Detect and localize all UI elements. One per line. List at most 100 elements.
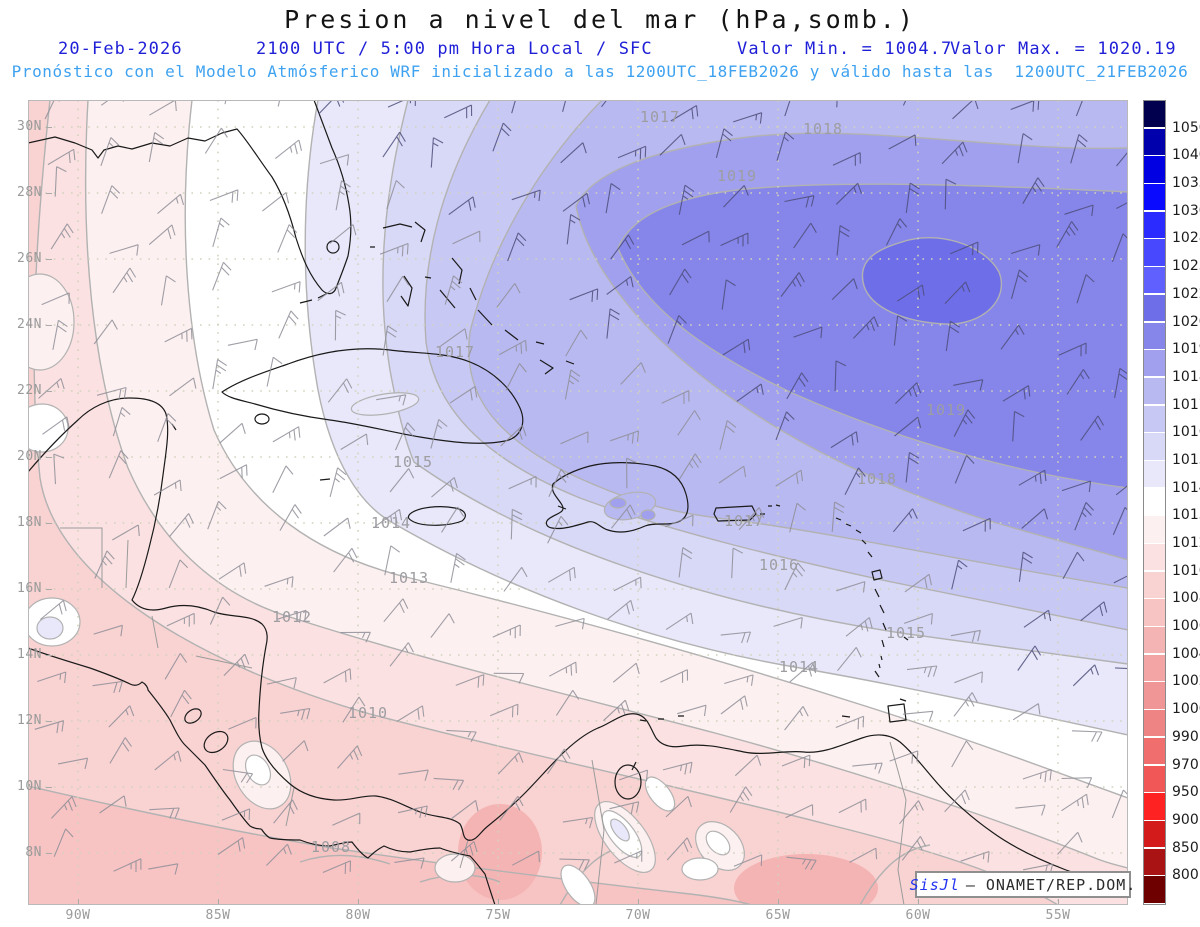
wind-barb xyxy=(678,547,693,578)
wind-barb xyxy=(836,100,838,108)
wind-barb xyxy=(112,406,131,437)
isobar-label-1017: 1017 xyxy=(434,343,476,361)
wind-barb xyxy=(902,710,934,722)
page-title: Presion a nivel del mar (hPa,somb.) xyxy=(284,5,916,34)
isobar-label-1018: 1018 xyxy=(802,120,844,138)
wind-barb xyxy=(905,182,920,213)
wind-barb xyxy=(376,394,407,406)
lat-axis-label: 26N xyxy=(17,251,42,266)
lon-axis-tick xyxy=(498,899,499,904)
isobar-label-1018: 1018 xyxy=(856,470,898,488)
wind-barb xyxy=(1080,415,1104,441)
pressure-shading-bands xyxy=(28,100,1128,905)
wind-barb xyxy=(845,617,873,637)
wind-barb xyxy=(678,453,702,480)
isobar-label-1019: 1019 xyxy=(716,167,758,185)
wind-barb xyxy=(780,272,805,297)
wind-barb xyxy=(505,363,527,391)
wind-barb xyxy=(169,377,197,397)
colorbar-tick-label: 1040 xyxy=(1172,147,1200,164)
lat-axis-tick xyxy=(46,853,52,854)
lat-axis-tick xyxy=(46,655,52,656)
wind-barb xyxy=(217,837,246,855)
wind-barb xyxy=(950,241,979,256)
wind-barb xyxy=(452,230,481,245)
wind-barb xyxy=(892,508,918,533)
wind-barb xyxy=(455,674,485,688)
lon-axis-label: 65W xyxy=(765,908,791,923)
wind-barb xyxy=(831,278,858,300)
lon-axis-tick xyxy=(78,899,79,904)
wind-barb xyxy=(277,609,307,623)
isobar-contour-lines xyxy=(28,100,1128,905)
wind-barb xyxy=(1066,369,1090,395)
wind-barb xyxy=(1111,233,1128,262)
wind-barb xyxy=(440,328,468,347)
wind-barb xyxy=(1064,204,1094,217)
lon-axis-label: 85W xyxy=(205,908,231,923)
wind-barb xyxy=(837,647,862,672)
wind-barb xyxy=(327,378,353,403)
wind-barb xyxy=(262,192,290,212)
lon-axis-label: 60W xyxy=(905,908,931,923)
isobar-label-1017: 1017 xyxy=(639,108,681,126)
colorbar-segment xyxy=(1144,876,1165,903)
wind-barb xyxy=(953,379,984,391)
isobar-label-1008: 1008 xyxy=(310,838,352,856)
wind-barb xyxy=(893,315,908,346)
wind-barb xyxy=(954,671,983,684)
colorbar-tick-label: 900 xyxy=(1172,811,1199,828)
wind-barb xyxy=(212,359,228,390)
wind-barb xyxy=(433,777,465,791)
wind-barb xyxy=(228,716,257,730)
wind-barb xyxy=(661,390,690,404)
colorbar-tick-label: 1035 xyxy=(1172,175,1200,192)
wind-barb xyxy=(619,769,649,782)
wind-barb xyxy=(100,100,124,106)
colorbar-segment xyxy=(1144,820,1165,848)
wind-barb xyxy=(278,310,299,339)
wind-barb xyxy=(333,547,358,573)
wind-barb xyxy=(793,222,817,249)
wind-barb xyxy=(835,182,863,205)
wind-barb xyxy=(786,856,817,871)
wind-barb xyxy=(665,612,694,631)
wind-barb xyxy=(660,669,689,683)
wind-barb xyxy=(1061,793,1089,812)
wind-barb xyxy=(785,804,814,819)
wind-barb xyxy=(204,127,228,154)
wind-barb xyxy=(844,467,866,495)
wind-barb xyxy=(1075,100,1084,117)
wind-barb xyxy=(547,566,576,583)
colorbar-segment xyxy=(1144,627,1165,654)
value-min-label: Valor Min. = 1004.7 xyxy=(737,39,953,59)
wind-barb xyxy=(282,740,309,762)
wind-barb xyxy=(510,508,523,540)
wind-barb xyxy=(835,715,865,730)
wind-barb xyxy=(720,232,749,247)
wind-barb xyxy=(332,812,361,826)
wind-barb xyxy=(852,762,883,774)
wind-barb xyxy=(508,475,537,490)
wind-barb xyxy=(450,841,478,862)
colorbar-tick-label: 1015 xyxy=(1172,451,1200,468)
wind-barb xyxy=(944,281,971,304)
wind-barb xyxy=(272,426,301,443)
attribution-org: — ONAMET/REP.DOM. xyxy=(965,875,1137,894)
wind-barb xyxy=(666,837,693,861)
lat-axis-label: 14N xyxy=(17,647,42,662)
pressure-colorbar xyxy=(1143,100,1166,905)
wind-barb xyxy=(34,720,65,734)
wind-barb xyxy=(397,805,428,819)
wind-barb xyxy=(662,761,693,775)
lat-axis-tick xyxy=(46,127,52,128)
wind-barb xyxy=(565,329,588,357)
wind-barb xyxy=(895,382,922,404)
wind-barb xyxy=(207,500,227,530)
wind-barb xyxy=(784,100,801,117)
wind-barb xyxy=(678,184,695,215)
colorbar-segment xyxy=(1144,737,1165,765)
lon-axis-tick xyxy=(638,899,639,904)
wind-barb xyxy=(169,513,194,537)
